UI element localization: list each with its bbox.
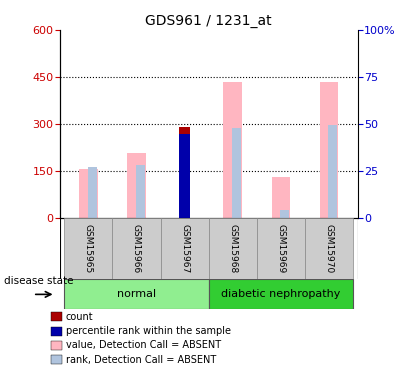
- Text: disease state: disease state: [4, 276, 74, 286]
- Bar: [88, 167, 97, 218]
- Bar: [179, 134, 190, 218]
- Bar: [127, 153, 145, 218]
- Bar: [113, 217, 161, 279]
- Text: GSM15967: GSM15967: [180, 224, 189, 273]
- Text: rank, Detection Call = ABSENT: rank, Detection Call = ABSENT: [66, 355, 216, 364]
- Bar: [280, 210, 289, 218]
- Bar: [224, 82, 242, 218]
- Text: normal: normal: [117, 290, 156, 299]
- Text: GSM15968: GSM15968: [228, 224, 237, 273]
- Text: diabetic nephropathy: diabetic nephropathy: [221, 290, 340, 299]
- Text: percentile rank within the sample: percentile rank within the sample: [66, 326, 231, 336]
- Text: value, Detection Call = ABSENT: value, Detection Call = ABSENT: [66, 340, 221, 350]
- Bar: [272, 177, 290, 218]
- Text: GSM15965: GSM15965: [84, 224, 93, 273]
- Bar: [179, 127, 190, 134]
- Text: count: count: [66, 312, 93, 322]
- Bar: [79, 169, 97, 217]
- Bar: [65, 217, 113, 279]
- Text: GSM15969: GSM15969: [276, 224, 285, 273]
- Bar: [209, 279, 353, 309]
- Bar: [305, 217, 353, 279]
- Bar: [328, 125, 337, 218]
- Bar: [65, 279, 209, 309]
- Bar: [232, 128, 241, 217]
- Bar: [209, 217, 256, 279]
- Title: GDS961 / 1231_at: GDS961 / 1231_at: [145, 13, 272, 28]
- Bar: [161, 217, 209, 279]
- Bar: [320, 82, 338, 218]
- Bar: [136, 165, 145, 218]
- Bar: [256, 217, 305, 279]
- Text: GSM15970: GSM15970: [324, 224, 333, 273]
- Text: GSM15966: GSM15966: [132, 224, 141, 273]
